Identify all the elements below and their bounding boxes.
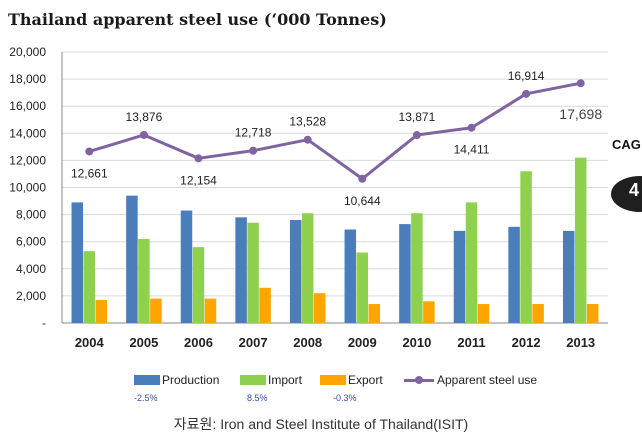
bar-import: [520, 171, 532, 323]
legend-swatch-production: [134, 375, 160, 385]
y-tick-label: 4,000: [16, 262, 46, 276]
legend-swatch-apparent: [404, 375, 434, 385]
bar-import: [138, 238, 150, 323]
line-apparent-steel-use: [88, 81, 581, 181]
line-point: [139, 130, 148, 139]
data-label: 13,528: [289, 115, 326, 129]
bar-production: [508, 226, 520, 323]
chart-title: Thailand apparent steel use (‘000 Tonnes…: [8, 10, 387, 29]
bar-production: [453, 230, 466, 323]
data-label: 12,661: [71, 166, 108, 180]
data-label: 10,644: [344, 194, 381, 208]
data-label: 13,871: [399, 110, 436, 124]
x-tick-label: 2011: [457, 335, 485, 350]
bar-production: [235, 217, 247, 323]
bar-production: [399, 224, 411, 323]
legend-label-export: Export: [348, 373, 383, 387]
cagr-label: CAG: [612, 137, 641, 152]
data-label: 12,154: [180, 173, 217, 187]
bar-export: [423, 301, 435, 323]
line-point: [522, 89, 531, 98]
bar-import: [83, 251, 96, 323]
line-point: [303, 135, 312, 144]
x-tick-label: 2005: [129, 335, 158, 350]
growth-label-production: -2.5%: [134, 393, 158, 403]
legend-import: Import: [240, 373, 302, 387]
bar-import: [247, 222, 259, 323]
y-tick-label: 16,000: [9, 99, 46, 113]
y-tick-label: 12,000: [9, 153, 46, 167]
line-point: [249, 146, 258, 155]
bar-production: [344, 229, 357, 323]
line-point: [85, 147, 94, 156]
x-tick-label: 2009: [348, 335, 377, 350]
x-tick-label: 2013: [566, 335, 595, 350]
bar-export: [586, 304, 599, 323]
bar-export: [532, 304, 544, 323]
y-tick-label: 6,000: [16, 235, 46, 249]
x-tick-label: 2007: [239, 335, 268, 350]
line-point: [467, 123, 476, 132]
bar-import: [192, 247, 205, 323]
legend-label-import: Import: [268, 373, 303, 387]
legend-label-apparent: Apparent steel use: [437, 373, 538, 387]
bar-production: [71, 202, 84, 323]
legend-apparent: Apparent steel use: [404, 373, 537, 387]
legend-export: Export: [320, 373, 383, 387]
bar-export: [95, 299, 108, 323]
x-tick-label: 2004: [75, 335, 105, 350]
bar-import: [574, 157, 587, 323]
bar-export: [150, 298, 162, 323]
y-tick-label: 14,000: [9, 126, 46, 140]
bar-import: [411, 213, 423, 323]
data-label: 12,718: [235, 126, 272, 140]
cagr-badge: 4: [611, 176, 642, 212]
y-tick-label: 2,000: [16, 289, 46, 303]
line-point: [358, 174, 367, 183]
bar-import: [301, 213, 314, 323]
bar-import: [465, 202, 478, 323]
y-tick-label: 10,000: [9, 181, 46, 195]
x-tick-label: 2010: [402, 335, 431, 350]
bar-production: [126, 195, 138, 323]
x-tick-label: 2012: [512, 335, 541, 350]
bar-export: [477, 304, 490, 323]
bar-export: [204, 298, 217, 323]
y-tick-label: 8,000: [16, 208, 46, 222]
bar-export: [259, 287, 271, 323]
source-note: 자료원: Iron and Steel Institute of Thailan…: [173, 416, 469, 432]
y-tick-label: 20,000: [9, 45, 46, 59]
data-label: 14,411: [454, 143, 490, 157]
legend-swatch-import: [240, 375, 266, 385]
bar-production: [562, 230, 575, 323]
bar-export: [313, 293, 326, 323]
legend-production: Production: [134, 373, 219, 387]
data-label: 17,698: [559, 106, 602, 122]
growth-label-import: 8.5%: [247, 393, 268, 403]
line-point: [412, 131, 421, 140]
data-label: 16,914: [508, 69, 545, 83]
line-point: [576, 79, 585, 88]
bar-export: [368, 304, 381, 323]
legend-swatch-export: [320, 375, 346, 385]
x-tick-label: 2006: [184, 335, 213, 350]
y-tick-label: 18,000: [9, 72, 46, 86]
line-point: [194, 154, 203, 163]
data-label: 13,876: [126, 110, 163, 124]
bar-import: [356, 252, 369, 323]
legend-label-production: Production: [162, 373, 220, 387]
y-tick-label: -: [42, 316, 46, 330]
growth-label-export: -0.3%: [333, 393, 357, 403]
bar-production: [180, 210, 193, 323]
x-tick-label: 2008: [293, 335, 322, 350]
bar-production: [289, 220, 302, 323]
cagr-value: 4: [629, 180, 640, 200]
